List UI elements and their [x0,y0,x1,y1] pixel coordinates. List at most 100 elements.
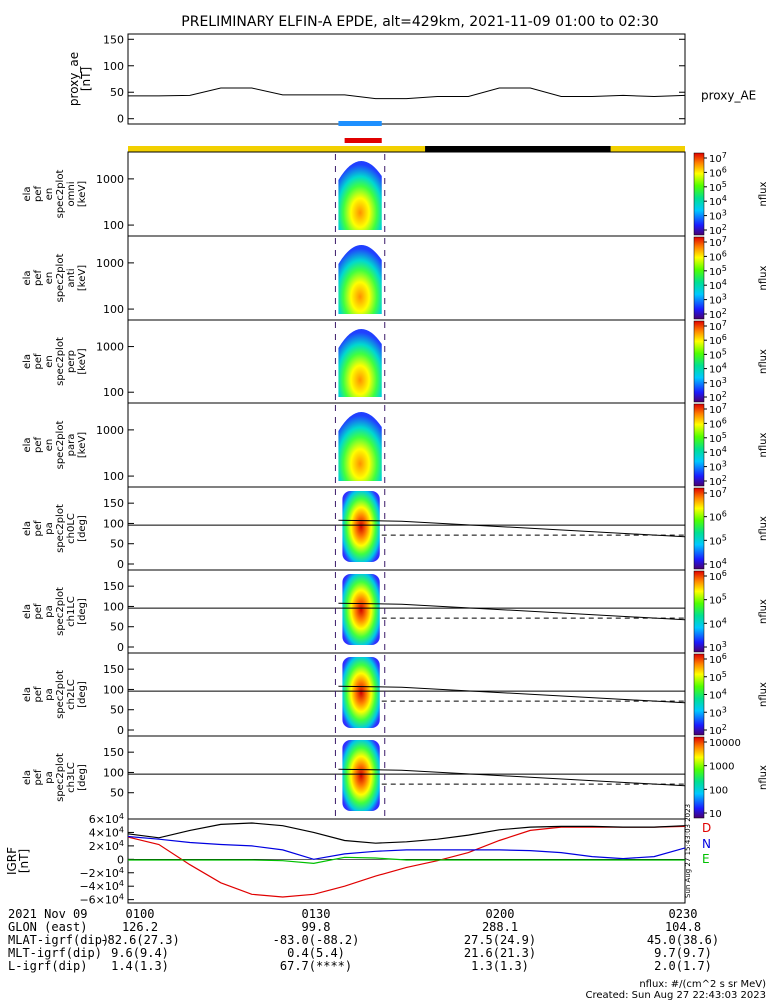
colorbar-label: 105 [709,347,727,361]
footer-value: 0.4(5.4) [287,946,345,960]
pitch-angle-data-region [342,491,380,562]
colorbar-label: 103 [709,293,727,307]
colorbar-label: 1000 [709,762,734,773]
ytick-label: 100 [103,766,124,779]
footer-value: 99.8 [302,920,331,934]
colorbar-label: 106 [709,333,727,347]
colorbar [693,403,705,487]
ytick-label: 150 [103,663,124,676]
ytick-label: 100 [103,303,124,316]
footer-value: 1.4(1.3) [111,959,169,973]
created-stamp: Created: Sun Aug 27 22:43:03 2023 [586,990,766,1000]
spectrogram-frame [127,652,686,737]
ytick-label: 100 [103,219,124,232]
ytick-label: 50 [110,621,124,634]
spectrogram-ylabel: elapefenspec2plotpara[keV] [22,421,88,470]
ytick-label: −4×104 [79,879,124,893]
colorbar [693,570,705,653]
legend-D: D [702,821,711,835]
colorbar-label: 10 [709,809,722,820]
footer-value: 9.6(9.4) [111,946,169,960]
spectrogram-frame [127,235,686,321]
science-zone-red-bar [344,138,382,143]
spectrogram-frame [127,319,686,404]
colorbar-label: 106 [709,249,727,263]
spectrogram-ylabel: elapefpaspec2plotch0LC[deg] [22,504,88,553]
spectrogram-frame [127,402,686,488]
colorbar-label: 103 [709,209,727,223]
pitch-angle-data-region [342,574,380,645]
ytick-label: −6×104 [79,893,124,907]
colorbar-label: 105 [709,264,727,278]
colorbar-label: 106 [709,510,727,524]
igrf-ylabel: IGRF[nT] [5,847,31,875]
ytick-label: 4×104 [89,825,124,839]
loss-cone-line [338,768,686,787]
colorbar-zlabel: nflux [758,349,769,374]
legend-N: N [702,837,711,851]
colorbar-zlabel: nflux [758,682,769,707]
ytick-label: 1000 [96,173,124,186]
spectrogram-ylabel: elapefenspec2plotperp[keV] [22,337,88,386]
spectrogram-frame [127,569,686,654]
proxy-ae-ylabel: proxy_ae[nT] [67,52,93,106]
ytick-label: 0 [117,853,124,866]
footer-value: -82.6(27.3) [100,933,179,947]
ytick-label: −2×104 [79,866,124,880]
spectrogram-frame [127,151,686,237]
spectrogram-frame [127,486,686,571]
colorbar-label: 107 [709,151,727,165]
spectrogram-ylabel: elapefpaspec2plotch1LC[deg] [22,587,88,636]
ytick-label: 100 [103,517,124,530]
ytick-label: 0 [117,641,124,654]
ytick-label: 50 [110,787,124,800]
ytick-label: 150 [103,497,124,510]
ytick-label: 0 [117,724,124,737]
colorbar-label: 106 [709,569,727,583]
colorbar-label: 107 [709,319,727,333]
ytick-label: 100 [103,470,124,483]
colorbar-label: 100 [709,785,728,796]
colorbar-label: 106 [709,652,727,666]
colorbar-zlabel: nflux [758,516,769,541]
ytick-label: 100 [103,600,124,613]
ytick-label: 0 [117,113,124,126]
series-line-igrf [127,825,686,898]
footer-value: -83.0(-88.2) [273,933,360,947]
colorbar-label: 105 [709,431,727,445]
colorbar [693,320,705,403]
colorbar-label: 105 [709,533,727,547]
spectrogram-frame [127,735,686,820]
colorbar-zlabel: nflux [758,181,769,206]
spectrogram-ylabel: elapefpaspec2plotch3LC[deg] [22,753,88,802]
colorbar-label: 104 [709,616,727,630]
footer-value: 104.8 [665,920,701,934]
colorbar [693,487,705,570]
series-line-igrf [127,835,686,860]
footer-value: 27.5(24.9) [464,933,536,947]
loss-cone-line [338,685,686,704]
footer-time-tick: 0130 [302,907,331,921]
ytick-label: 6×104 [89,812,124,826]
ytick-label: 150 [103,746,124,759]
colorbar-label: 102 [709,723,727,737]
footer-value: 126.2 [122,920,158,934]
pitch-angle-data-region [342,740,380,811]
colorbar-label: 10000 [709,738,741,749]
ytick-label: 50 [110,86,124,99]
pitch-angle-data-region [342,657,380,728]
footer-value: 67.7(****) [280,959,352,973]
colorbar-label: 107 [709,402,727,416]
colorbar-label: 105 [709,593,727,607]
colorbar-label: 103 [709,376,727,390]
colorbar-label: 105 [709,180,727,194]
footer-row-label: MLAT-igrf(dip) [8,933,109,947]
colorbar-label: 104 [709,278,727,292]
plot-title: PRELIMINARY ELFIN-A EPDE, alt=429km, 202… [181,14,658,30]
legend-proxy-ae: proxy_AE [701,88,756,102]
spectrogram-ylabel: elapefpaspec2plotch2LC[deg] [22,670,88,719]
footer-value: 288.1 [482,920,518,934]
colorbar-label: 107 [709,486,727,500]
loss-cone-line [338,602,686,621]
